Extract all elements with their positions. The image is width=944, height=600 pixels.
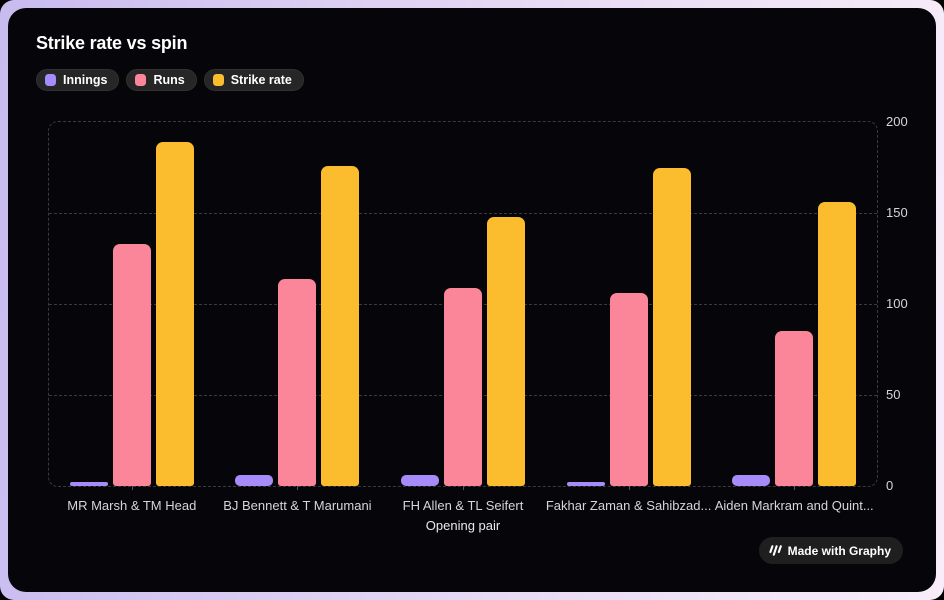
- legend-label: Innings: [63, 73, 108, 87]
- bar-innings: [566, 482, 605, 486]
- legend-swatch-icon: [135, 74, 147, 86]
- x-tick-label: MR Marsh & TM Head: [67, 498, 197, 513]
- bar-strike-rate: [652, 167, 691, 486]
- bar-group: [546, 122, 712, 486]
- legend-swatch-icon: [45, 74, 56, 86]
- x-axis-tick: [794, 486, 796, 490]
- bar-group: [380, 122, 546, 486]
- bar-group: [215, 122, 381, 486]
- x-tick-label: Fakhar Zaman & Sahibzad...: [545, 498, 712, 513]
- x-tick-label: FH Allen & TL Seifert: [402, 498, 524, 513]
- x-axis-tick: [297, 486, 299, 490]
- bar-runs: [443, 287, 482, 486]
- bar-runs: [609, 293, 648, 486]
- y-tick-label: 50: [886, 387, 901, 402]
- plot-area: [48, 121, 878, 490]
- bar-group: [49, 122, 215, 486]
- bar-runs: [112, 243, 151, 486]
- x-tick-label: BJ Bennett & T Marumani: [223, 498, 372, 513]
- legend-item-runs: Runs: [126, 69, 197, 91]
- legend-item-innings: Innings: [36, 69, 120, 91]
- bar-innings: [235, 475, 274, 486]
- y-tick-label: 200: [886, 114, 908, 129]
- graphy-logo-icon: [768, 545, 782, 556]
- bar-runs: [278, 278, 317, 486]
- bar-strike-rate: [155, 142, 194, 486]
- x-axis-title: Opening pair: [425, 518, 501, 533]
- bar-strike-rate: [486, 216, 525, 486]
- legend-label: Strike rate: [230, 73, 292, 87]
- chart-card: Strike rate vs spin Innings Runs Strike ra…: [8, 8, 936, 592]
- legend: Innings Runs Strike rate: [36, 69, 304, 91]
- x-tick-label: Aiden Markram and Quint...: [714, 498, 874, 513]
- y-tick-label: 100: [886, 296, 908, 311]
- made-with-graphy-badge[interactable]: Made with Graphy: [758, 537, 903, 564]
- bar-innings: [400, 475, 439, 486]
- bar-innings: [69, 482, 108, 486]
- gridline: [49, 213, 877, 214]
- legend-item-strike-rate: Strike rate: [203, 69, 304, 91]
- legend-label: Runs: [153, 73, 185, 87]
- bar-strike-rate: [818, 202, 857, 486]
- bar-group: [711, 122, 877, 486]
- x-axis-tick: [628, 486, 630, 490]
- bar-innings: [732, 475, 771, 486]
- x-axis-tick: [131, 486, 133, 490]
- x-axis-tick: [463, 486, 464, 490]
- bar-runs: [775, 331, 814, 486]
- bar-strike-rate: [321, 165, 360, 486]
- y-tick-label: 150: [886, 205, 908, 220]
- y-tick-label: 0: [886, 478, 894, 493]
- badge-label: Made with Graphy: [787, 543, 891, 558]
- legend-swatch-icon: [212, 74, 224, 86]
- chart-title: Strike rate vs spin: [36, 33, 188, 53]
